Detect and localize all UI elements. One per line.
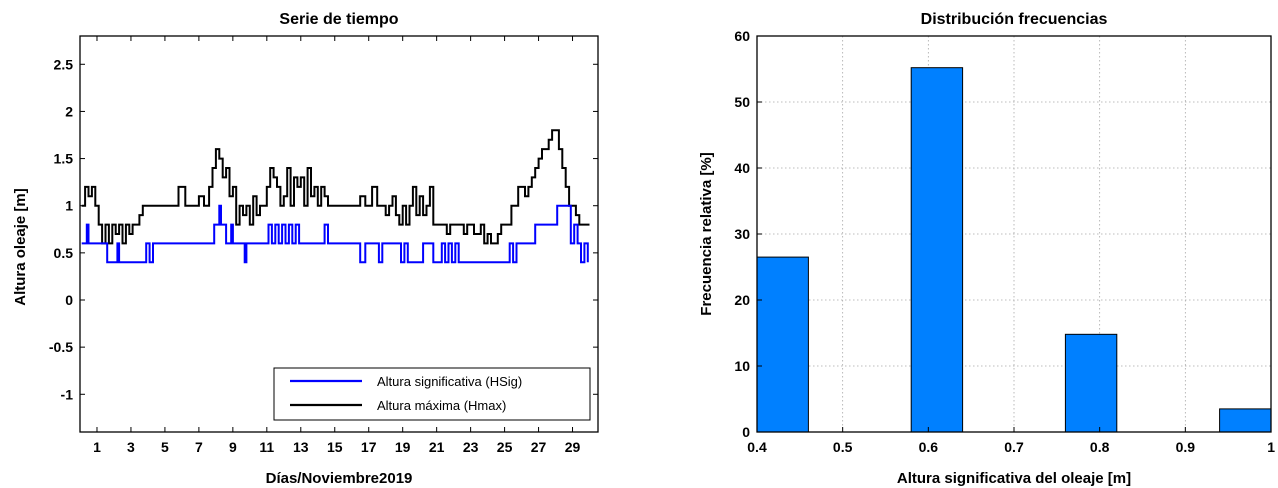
y-tick-label: 2.5	[54, 56, 74, 72]
x-tick-label: 13	[293, 439, 309, 455]
frequency-plot-frame	[756, 35, 1272, 433]
x-tick-label: 19	[395, 439, 411, 455]
x-tick-label: 17	[361, 439, 377, 455]
x-tick-label: 5	[161, 439, 169, 455]
y-tick-label: -0.5	[49, 339, 73, 355]
x-tick-label: 1	[1267, 439, 1275, 455]
y-tick-label: 2	[65, 103, 73, 119]
x-tick-label: 25	[497, 439, 513, 455]
time-series-chart: Serie de tiempo Altura oleaje [m] Días/N…	[12, 11, 599, 487]
x-tick-label: 0.8	[1090, 439, 1110, 455]
time-series-xlabel: Días/Noviembre2019	[266, 470, 413, 487]
x-tick-label: 15	[327, 439, 343, 455]
x-tick-label: 21	[429, 439, 445, 455]
histogram-bar	[1219, 408, 1272, 433]
frequency-chart: Distribución frecuencias Frecuencia rela…	[698, 11, 1275, 487]
frequency-grid	[756, 35, 1272, 433]
x-tick-label: 7	[195, 439, 203, 455]
frequency-ylabel: Frecuencia relativa [%]	[698, 152, 715, 315]
y-tick-label: 20	[734, 292, 750, 308]
x-tick-label: 3	[127, 439, 135, 455]
time-series-title: Serie de tiempo	[279, 11, 398, 28]
y-tick-label: 1.5	[54, 151, 74, 167]
time-series-plot-frame	[79, 35, 599, 433]
legend-entry-hmax: Altura máxima (Hmax)	[377, 398, 506, 413]
series-line-hsig	[81, 204, 589, 264]
frequency-title: Distribución frecuencias	[921, 11, 1108, 28]
y-tick-label: 50	[734, 94, 750, 110]
legend-box	[273, 367, 591, 421]
x-tick-label: 0.6	[919, 439, 939, 455]
x-tick-label: 0.5	[833, 439, 853, 455]
time-series-ylabel: Altura oleaje [m]	[12, 188, 29, 306]
frequency-xlabel: Altura significativa del oleaje [m]	[897, 470, 1131, 487]
legend-entry-hsig: Altura significativa (HSig)	[377, 374, 522, 389]
y-tick-label: 0	[65, 292, 73, 308]
x-tick-label: 9	[229, 439, 237, 455]
series-line-hmax	[81, 129, 590, 245]
histogram-bar	[756, 256, 809, 433]
y-tick-label: 60	[734, 28, 750, 44]
x-tick-label: 23	[463, 439, 479, 455]
y-tick-label: 40	[734, 160, 750, 176]
x-tick-label: 0.7	[1004, 439, 1024, 455]
x-tick-label: 0.4	[747, 439, 767, 455]
x-tick-label: 27	[531, 439, 547, 455]
y-tick-label: 10	[734, 358, 750, 374]
x-tick-label: 29	[565, 439, 581, 455]
y-tick-label: 0.5	[54, 245, 74, 261]
x-tick-label: 1	[93, 439, 101, 455]
x-tick-label: 11	[259, 439, 274, 455]
histogram-bar	[910, 67, 964, 433]
histogram-bar	[1064, 333, 1118, 433]
y-tick-label: 30	[734, 226, 750, 242]
y-tick-label: -1	[61, 386, 74, 402]
time-series-legend: Altura significativa (HSig) Altura máxim…	[273, 367, 591, 421]
time-series-lines	[81, 129, 590, 264]
frequency-bars	[756, 67, 1272, 433]
y-tick-label: 0	[742, 424, 750, 440]
x-tick-label: 0.9	[1176, 439, 1196, 455]
time-series-ticks: 1 3 5 7 9 11 13 15 17 19 21 23 25 27 29-1-0.500.511.52…	[49, 36, 598, 455]
y-tick-label: 1	[65, 198, 73, 214]
